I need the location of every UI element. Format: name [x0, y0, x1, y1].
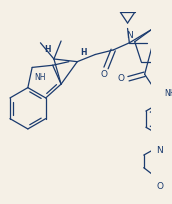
- Text: N: N: [157, 146, 163, 155]
- Text: O: O: [156, 182, 163, 191]
- Text: H: H: [45, 45, 51, 54]
- Text: O: O: [101, 70, 108, 79]
- Text: N: N: [126, 31, 133, 40]
- Text: NH: NH: [34, 73, 45, 82]
- Text: O: O: [118, 74, 125, 83]
- Text: H: H: [80, 48, 87, 57]
- Text: NH: NH: [164, 89, 172, 98]
